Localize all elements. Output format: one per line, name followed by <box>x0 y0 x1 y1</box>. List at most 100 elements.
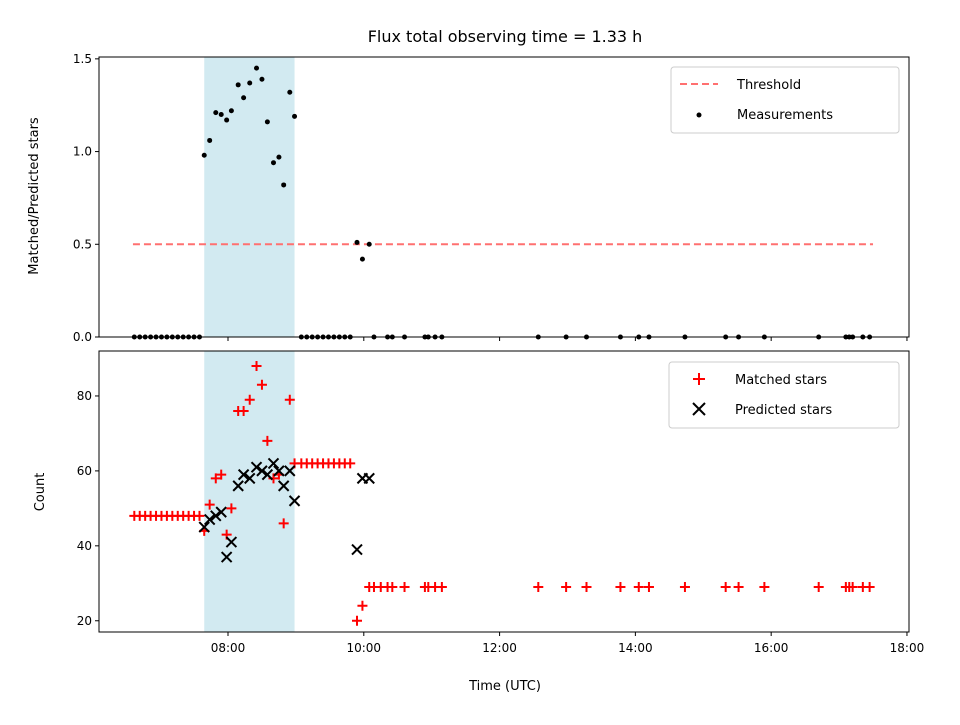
bottom-series-0-point-52 <box>533 582 544 593</box>
bottom-series-0-point-67 <box>864 582 875 593</box>
bottom-series-0-point-18 <box>226 503 237 514</box>
legend-predicted-swatch <box>692 402 706 416</box>
bottom-axes-frame <box>98 350 910 633</box>
bottom-series-0-point-58 <box>679 582 690 593</box>
chart-title: Flux total observing time = 1.33 h <box>368 27 643 46</box>
bottom-series-0-point-61 <box>759 582 770 593</box>
top-series-0-point-22 <box>254 65 260 71</box>
bottom-shaded-span <box>204 351 295 632</box>
bottom-series-0-point-28 <box>284 394 295 405</box>
top-series-0-point-28 <box>287 89 293 95</box>
top-series-0-point-25 <box>270 160 276 166</box>
bottom-series-1-point-16 <box>288 495 301 507</box>
bottom-series-0-point-12 <box>194 510 205 521</box>
bottom-series-0-point-62 <box>813 582 824 593</box>
bottom-series-1-point-2 <box>210 510 222 522</box>
bottom-y-axis-label: Count <box>33 473 48 512</box>
bottom-series-0-point-20 <box>238 405 249 416</box>
top-y-tick-label-0: 0.0 <box>73 330 92 344</box>
top-series-0-point-26 <box>276 154 282 160</box>
bottom-series-0-point-23 <box>256 379 267 390</box>
bottom-series-0-point-59 <box>720 582 731 593</box>
top-series-0-point-17 <box>224 117 230 123</box>
bottom-series-1-point-3 <box>215 506 227 518</box>
bottom-x-tick-label-3: 14:00 <box>618 641 653 655</box>
top-series-0-point-13 <box>201 152 207 158</box>
bottom-series-0-point-39 <box>345 458 356 469</box>
bottom-x-tick-label-2: 12:00 <box>482 641 517 655</box>
top-legend: Threshold Measurements <box>670 66 900 134</box>
bottom-series-0-point-40 <box>352 615 363 626</box>
bottom-series-1-point-11 <box>261 468 274 481</box>
bottom-series-1-point-6 <box>232 480 244 492</box>
bottom-series-1-point-10 <box>256 465 268 477</box>
top-series-0-point-20 <box>241 95 247 101</box>
bottom-legend: Matched stars Predicted stars <box>668 361 900 429</box>
bottom-series-1-point-5 <box>225 536 238 548</box>
bottom-series-0-point-14 <box>204 499 215 510</box>
bottom-series-0-point-15 <box>210 473 221 484</box>
bottom-legend-frame <box>668 361 900 429</box>
bottom-series-1-point-1 <box>203 513 216 526</box>
bottom-series-1-point-8 <box>244 472 256 485</box>
top-series-0-point-14 <box>207 137 213 143</box>
top-series-0-point-23 <box>259 76 265 82</box>
bottom-series-0-point-65 <box>847 582 858 593</box>
bottom-series-1-point-7 <box>237 468 250 481</box>
bottom-y-tick-label-3: 80 <box>77 389 92 403</box>
bottom-series-1-point-14 <box>277 480 290 492</box>
top-series-0-point-27 <box>281 182 287 188</box>
legend-matched-swatch <box>693 373 705 385</box>
bottom-series-0-point-57 <box>643 582 654 593</box>
bottom-y-tick-label-2: 60 <box>77 464 92 478</box>
top-y-tick-label-1: 0.5 <box>73 237 92 251</box>
bottom-series-1-point-9 <box>250 461 263 473</box>
top-series-0-point-18 <box>228 108 234 114</box>
bottom-x-tick-label-5: 18:00 <box>890 641 925 655</box>
bottom-series-0-point-54 <box>581 582 592 593</box>
legend-threshold-label: Threshold <box>736 78 801 93</box>
bottom-series-1-point-15 <box>284 465 296 477</box>
bottom-x-tick-label-1: 10:00 <box>346 641 381 655</box>
top-series-0-point-16 <box>218 111 224 117</box>
bottom-series-0-point-46 <box>387 582 398 593</box>
bottom-series-1-point-12 <box>267 457 280 470</box>
bottom-series-1-point-19 <box>363 472 375 485</box>
x-axis-label: Time (UTC) <box>468 679 541 694</box>
top-series-0-point-19 <box>235 82 241 88</box>
top-series-0-point-15 <box>213 110 219 116</box>
top-series-0-point-41 <box>359 256 365 262</box>
bottom-series-1-point-17 <box>351 543 363 556</box>
bottom-series-0-point-51 <box>436 582 447 593</box>
top-axes-frame <box>98 56 910 338</box>
bottom-series-1-point-13 <box>273 465 285 477</box>
bottom-series-0-point-16 <box>216 469 227 480</box>
bottom-series-0-point-21 <box>244 394 255 405</box>
top-y-axis-label: Matched/Predicted stars <box>27 117 42 275</box>
legend-matched-label: Matched stars <box>735 373 827 388</box>
legend-predicted-label: Predicted stars <box>735 403 832 418</box>
bottom-series-0-point-27 <box>278 518 289 529</box>
bottom-y-tick-label-1: 40 <box>77 539 92 553</box>
bottom-series-0-point-47 <box>399 582 410 593</box>
legend-measurements-swatch <box>696 112 702 118</box>
bottom-series-0-point-55 <box>615 582 626 593</box>
top-series-0-point-21 <box>247 80 253 86</box>
bottom-series-0-point-22 <box>251 360 262 371</box>
top-shaded-span <box>204 57 295 337</box>
bottom-series-0-point-24 <box>262 435 273 446</box>
top-series-0-point-40 <box>354 239 360 245</box>
bottom-series-0-point-41 <box>357 600 368 611</box>
bottom-x-tick-label-0: 08:00 <box>211 641 246 655</box>
top-y-tick-label-2: 1.0 <box>73 145 92 159</box>
bottom-series-0-point-53 <box>561 582 572 593</box>
top-series-0-point-29 <box>292 113 298 119</box>
bottom-x-tick-label-4: 16:00 <box>754 641 789 655</box>
bottom-series-1-point-0 <box>198 521 210 533</box>
bottom-series-1-point-4 <box>220 551 233 563</box>
bottom-y-tick-label-0: 20 <box>77 614 92 628</box>
top-series-0-point-24 <box>264 119 270 125</box>
legend-measurements-label: Measurements <box>737 108 833 123</box>
